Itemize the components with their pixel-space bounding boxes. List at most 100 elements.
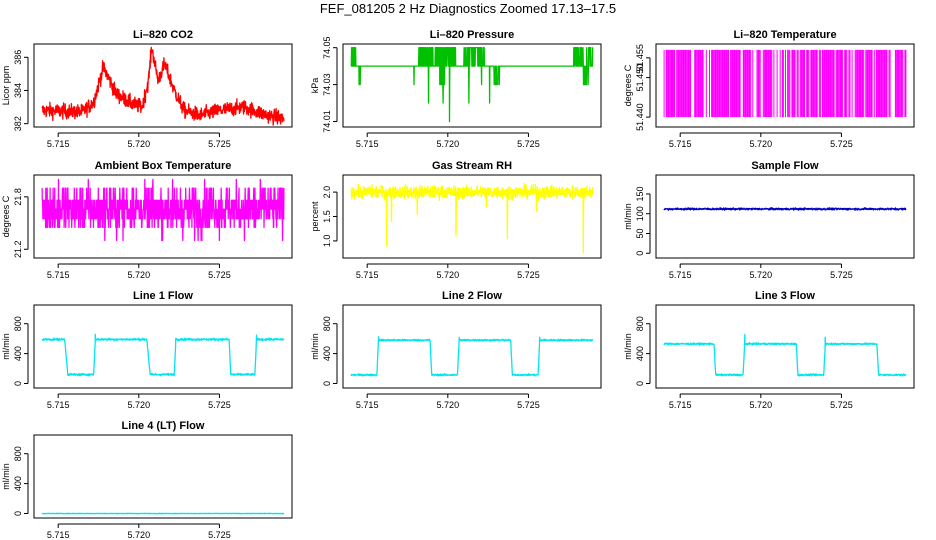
panel-5: Sample Flow 5.715 5.720 5.725 0 50 100 150ml/mi…	[623, 160, 915, 280]
y-tick-label: 150	[635, 186, 645, 201]
y-tick-label: 74.03	[322, 73, 332, 96]
figure-title: FEF_081205 2 Hz Diagnostics Zoomed 17.13…	[320, 1, 616, 16]
x-tick-label: 5.720	[128, 530, 151, 540]
x-tick-label: 5.725	[208, 270, 231, 280]
x-tick-label: 5.715	[356, 139, 379, 149]
y-tick-label: 1.5	[322, 210, 332, 223]
series-line	[350, 47, 594, 123]
y-axis-label: ml/min	[1, 463, 11, 490]
y-tick-label: 21.2	[13, 240, 23, 258]
y-tick-label: 51.455	[635, 44, 645, 72]
x-tick-label: 5.720	[750, 270, 773, 280]
y-axis-label: ml/min	[623, 333, 633, 360]
x-tick-label: 5.725	[517, 270, 540, 280]
y-tick-label: 800	[635, 316, 645, 331]
series-line	[41, 178, 285, 242]
plot-frame	[33, 174, 293, 259]
series-line	[41, 46, 285, 126]
panel-title: Li–820 Pressure	[430, 29, 514, 41]
y-tick-label: 400	[13, 346, 23, 361]
y-tick-label: 51.440	[635, 103, 645, 131]
x-tick-label: 5.720	[128, 139, 151, 149]
y-axis-label: ml/min	[623, 203, 633, 230]
panel-3: Ambient Box Temperature 5.715 5.720 5.725 21…	[1, 160, 293, 280]
y-tick-label: 0	[13, 511, 23, 516]
y-axis-label: Licor ppm	[1, 66, 11, 106]
panel-9: Line 4 (LT) Flow 5.715 5.720 5.725 0 400 800ml…	[1, 420, 293, 540]
x-tick-label: 5.725	[208, 530, 231, 540]
panel-title: Line 3 Flow	[755, 290, 815, 302]
panel-title: Ambient Box Temperature	[95, 160, 232, 172]
y-tick-label: 400	[322, 346, 332, 361]
plot-frame	[655, 304, 915, 389]
y-tick-label: 400	[13, 476, 23, 491]
x-tick-label: 5.715	[356, 270, 379, 280]
plot-frame	[342, 43, 602, 128]
plot-frame	[655, 174, 915, 259]
panel-2: Li–820 Temperature 5.715 5.720 5.725 51.440 5…	[623, 29, 915, 149]
x-tick-label: 5.725	[208, 139, 231, 149]
series-line	[41, 333, 285, 377]
x-tick-label: 5.715	[356, 400, 379, 410]
panel-title: Li–820 Temperature	[733, 29, 836, 41]
panel-title: Gas Stream RH	[432, 160, 512, 172]
y-tick-label: 800	[13, 316, 23, 331]
y-tick-label: 21.8	[13, 188, 23, 206]
panel-title: Li–820 CO2	[133, 29, 193, 41]
y-tick-label: 0	[635, 381, 645, 386]
x-tick-label: 5.725	[517, 139, 540, 149]
x-tick-label: 5.720	[437, 400, 460, 410]
y-axis-label: ml/min	[310, 333, 320, 360]
x-tick-label: 5.715	[669, 400, 692, 410]
y-axis-label: percent	[310, 201, 320, 232]
y-tick-label: 800	[322, 316, 332, 331]
x-tick-label: 5.715	[47, 530, 70, 540]
y-tick-label: 800	[13, 446, 23, 461]
y-tick-label: 100	[635, 206, 645, 221]
panel-title: Line 1 Flow	[133, 290, 193, 302]
panel-4: Gas Stream RH 5.715 5.720 5.725 1.0 1.5 2.0per…	[310, 160, 602, 280]
panel-1: Li–820 Pressure 5.715 5.720 5.725 74.01 74.03…	[310, 29, 602, 149]
x-tick-label: 5.725	[830, 400, 853, 410]
x-tick-label: 5.725	[517, 400, 540, 410]
x-tick-label: 5.715	[669, 139, 692, 149]
x-tick-label: 5.725	[208, 400, 231, 410]
y-tick-label: 382	[13, 116, 23, 131]
series-line	[663, 49, 907, 118]
y-axis-label: ml/min	[1, 333, 11, 360]
x-tick-label: 5.720	[750, 139, 773, 149]
y-tick-label: 50	[635, 228, 645, 238]
y-axis-label: kPa	[310, 78, 320, 94]
x-tick-label: 5.720	[750, 400, 773, 410]
panel-title: Line 2 Flow	[442, 290, 502, 302]
panel-0: Li–820 CO2 5.715 5.720 5.725 382 384 386Licor …	[1, 29, 293, 149]
y-tick-label: 386	[13, 50, 23, 65]
y-axis-label: degrees C	[1, 195, 11, 237]
y-tick-label: 2.0	[322, 186, 332, 199]
x-tick-label: 5.715	[47, 139, 70, 149]
x-tick-label: 5.725	[830, 139, 853, 149]
y-tick-label: 400	[635, 346, 645, 361]
plot-frame	[33, 43, 293, 128]
y-tick-label: 74.01	[322, 110, 332, 133]
y-axis-label: degrees C	[623, 64, 633, 106]
y-tick-label: 384	[13, 83, 23, 98]
series-line	[663, 333, 907, 377]
series-line	[350, 336, 594, 377]
y-tick-label: 0	[322, 381, 332, 386]
x-tick-label: 5.715	[669, 270, 692, 280]
x-tick-label: 5.715	[47, 270, 70, 280]
series-line	[350, 182, 594, 254]
x-tick-label: 5.715	[47, 400, 70, 410]
x-tick-label: 5.720	[437, 139, 460, 149]
y-tick-label: 1.0	[322, 235, 332, 248]
plot-frame	[33, 304, 293, 389]
series-line	[663, 207, 907, 211]
y-tick-label: 0	[13, 381, 23, 386]
x-tick-label: 5.720	[128, 400, 151, 410]
plot-frame	[342, 174, 602, 259]
